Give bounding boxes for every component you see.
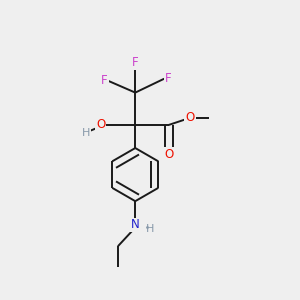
Text: F: F [101,74,108,87]
Text: O: O [165,148,174,161]
Text: H: H [146,224,154,234]
Text: O: O [185,111,195,124]
Text: F: F [132,56,139,69]
Text: H: H [82,128,90,138]
Text: O: O [96,118,105,131]
Text: N: N [130,218,139,232]
Text: F: F [165,72,172,85]
